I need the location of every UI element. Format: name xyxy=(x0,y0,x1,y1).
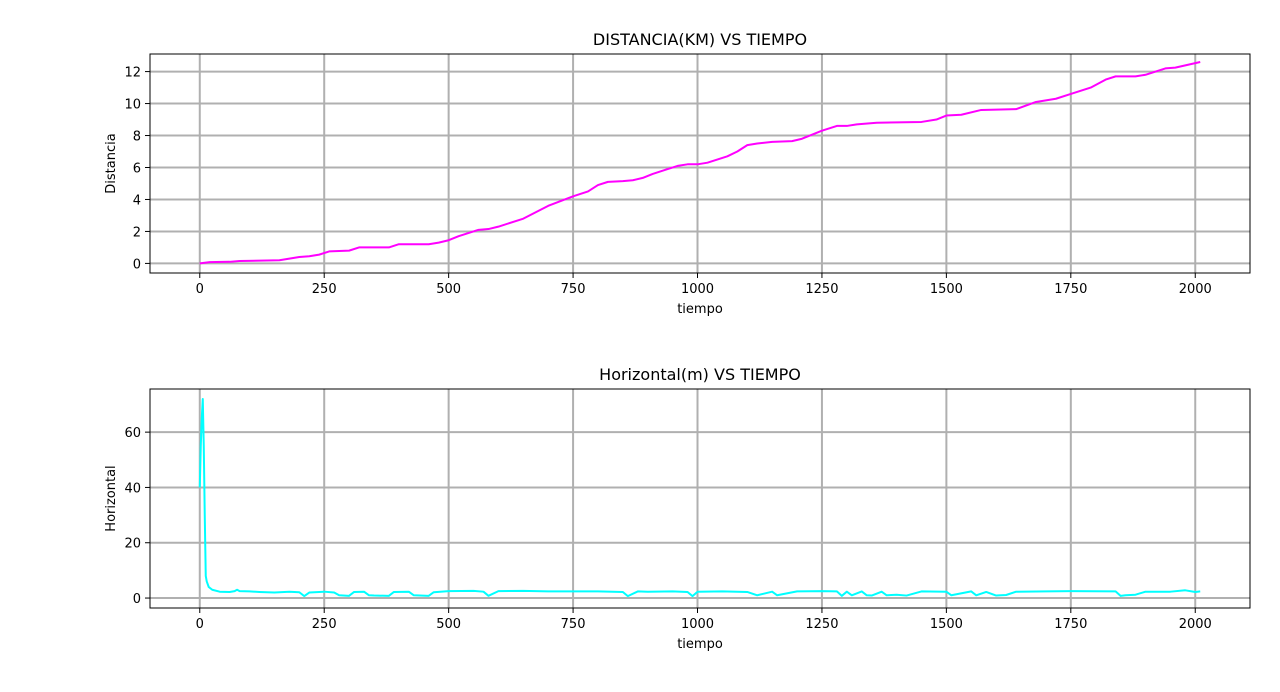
x-tick-label: 1000 xyxy=(681,282,714,297)
y-tick-label: 4 xyxy=(133,193,141,208)
x-tick-label: 1750 xyxy=(1054,282,1087,297)
x-tick-label: 1250 xyxy=(805,617,838,632)
x-tick-label: 250 xyxy=(312,617,337,632)
x-tick-label: 500 xyxy=(436,282,461,297)
distance-chart: 0 250 500 750 1000 1250 1500 1750 2000 0 2 4 6 8 10 12 D… xyxy=(104,30,1251,317)
y-tick-label: 12 xyxy=(124,66,141,81)
x-tick-label: 2000 xyxy=(1179,617,1212,632)
y-tick-label: 6 xyxy=(133,161,141,176)
x-tick-label: 500 xyxy=(436,617,461,632)
x-tick-label: 1750 xyxy=(1054,617,1087,632)
plot-frame xyxy=(149,388,1251,609)
y-tick-label: 40 xyxy=(124,481,141,496)
x-axis-label: tiempo xyxy=(677,637,723,652)
x-tick-label: 2000 xyxy=(1179,282,1212,297)
y-tick-label: 0 xyxy=(133,592,141,607)
y-tick-label: 0 xyxy=(133,257,141,272)
y-tick-label: 60 xyxy=(124,426,141,441)
chart-title: Horizontal(m) VS TIEMPO xyxy=(599,365,801,384)
x-tick-label: 1250 xyxy=(805,282,838,297)
chart-title: DISTANCIA(KM) VS TIEMPO xyxy=(593,30,807,49)
horizontal-chart: 0 250 500 750 1000 1250 1500 1750 2000 0 20 40 60 Hor… xyxy=(104,365,1251,652)
y-tick-label: 2 xyxy=(133,225,141,240)
x-tick-label: 0 xyxy=(196,617,204,632)
plot-frame xyxy=(149,53,1251,274)
series-line xyxy=(198,397,1201,598)
series-line xyxy=(199,61,1201,265)
y-tick-label: 8 xyxy=(133,130,141,145)
y-axis-label: Horizontal xyxy=(104,465,119,531)
y-axis-label: Distancia xyxy=(104,133,119,193)
y-tick-label: 10 xyxy=(124,98,141,113)
y-tick-label: 20 xyxy=(124,537,141,552)
x-tick-label: 1000 xyxy=(681,617,714,632)
x-axis-label: tiempo xyxy=(677,302,723,317)
x-tick-label: 1500 xyxy=(930,282,963,297)
x-tick-label: 0 xyxy=(196,282,204,297)
x-tick-label: 250 xyxy=(312,282,337,297)
x-tick-label: 750 xyxy=(561,617,586,632)
x-tick-label: 750 xyxy=(561,282,586,297)
x-tick-label: 1500 xyxy=(930,617,963,632)
